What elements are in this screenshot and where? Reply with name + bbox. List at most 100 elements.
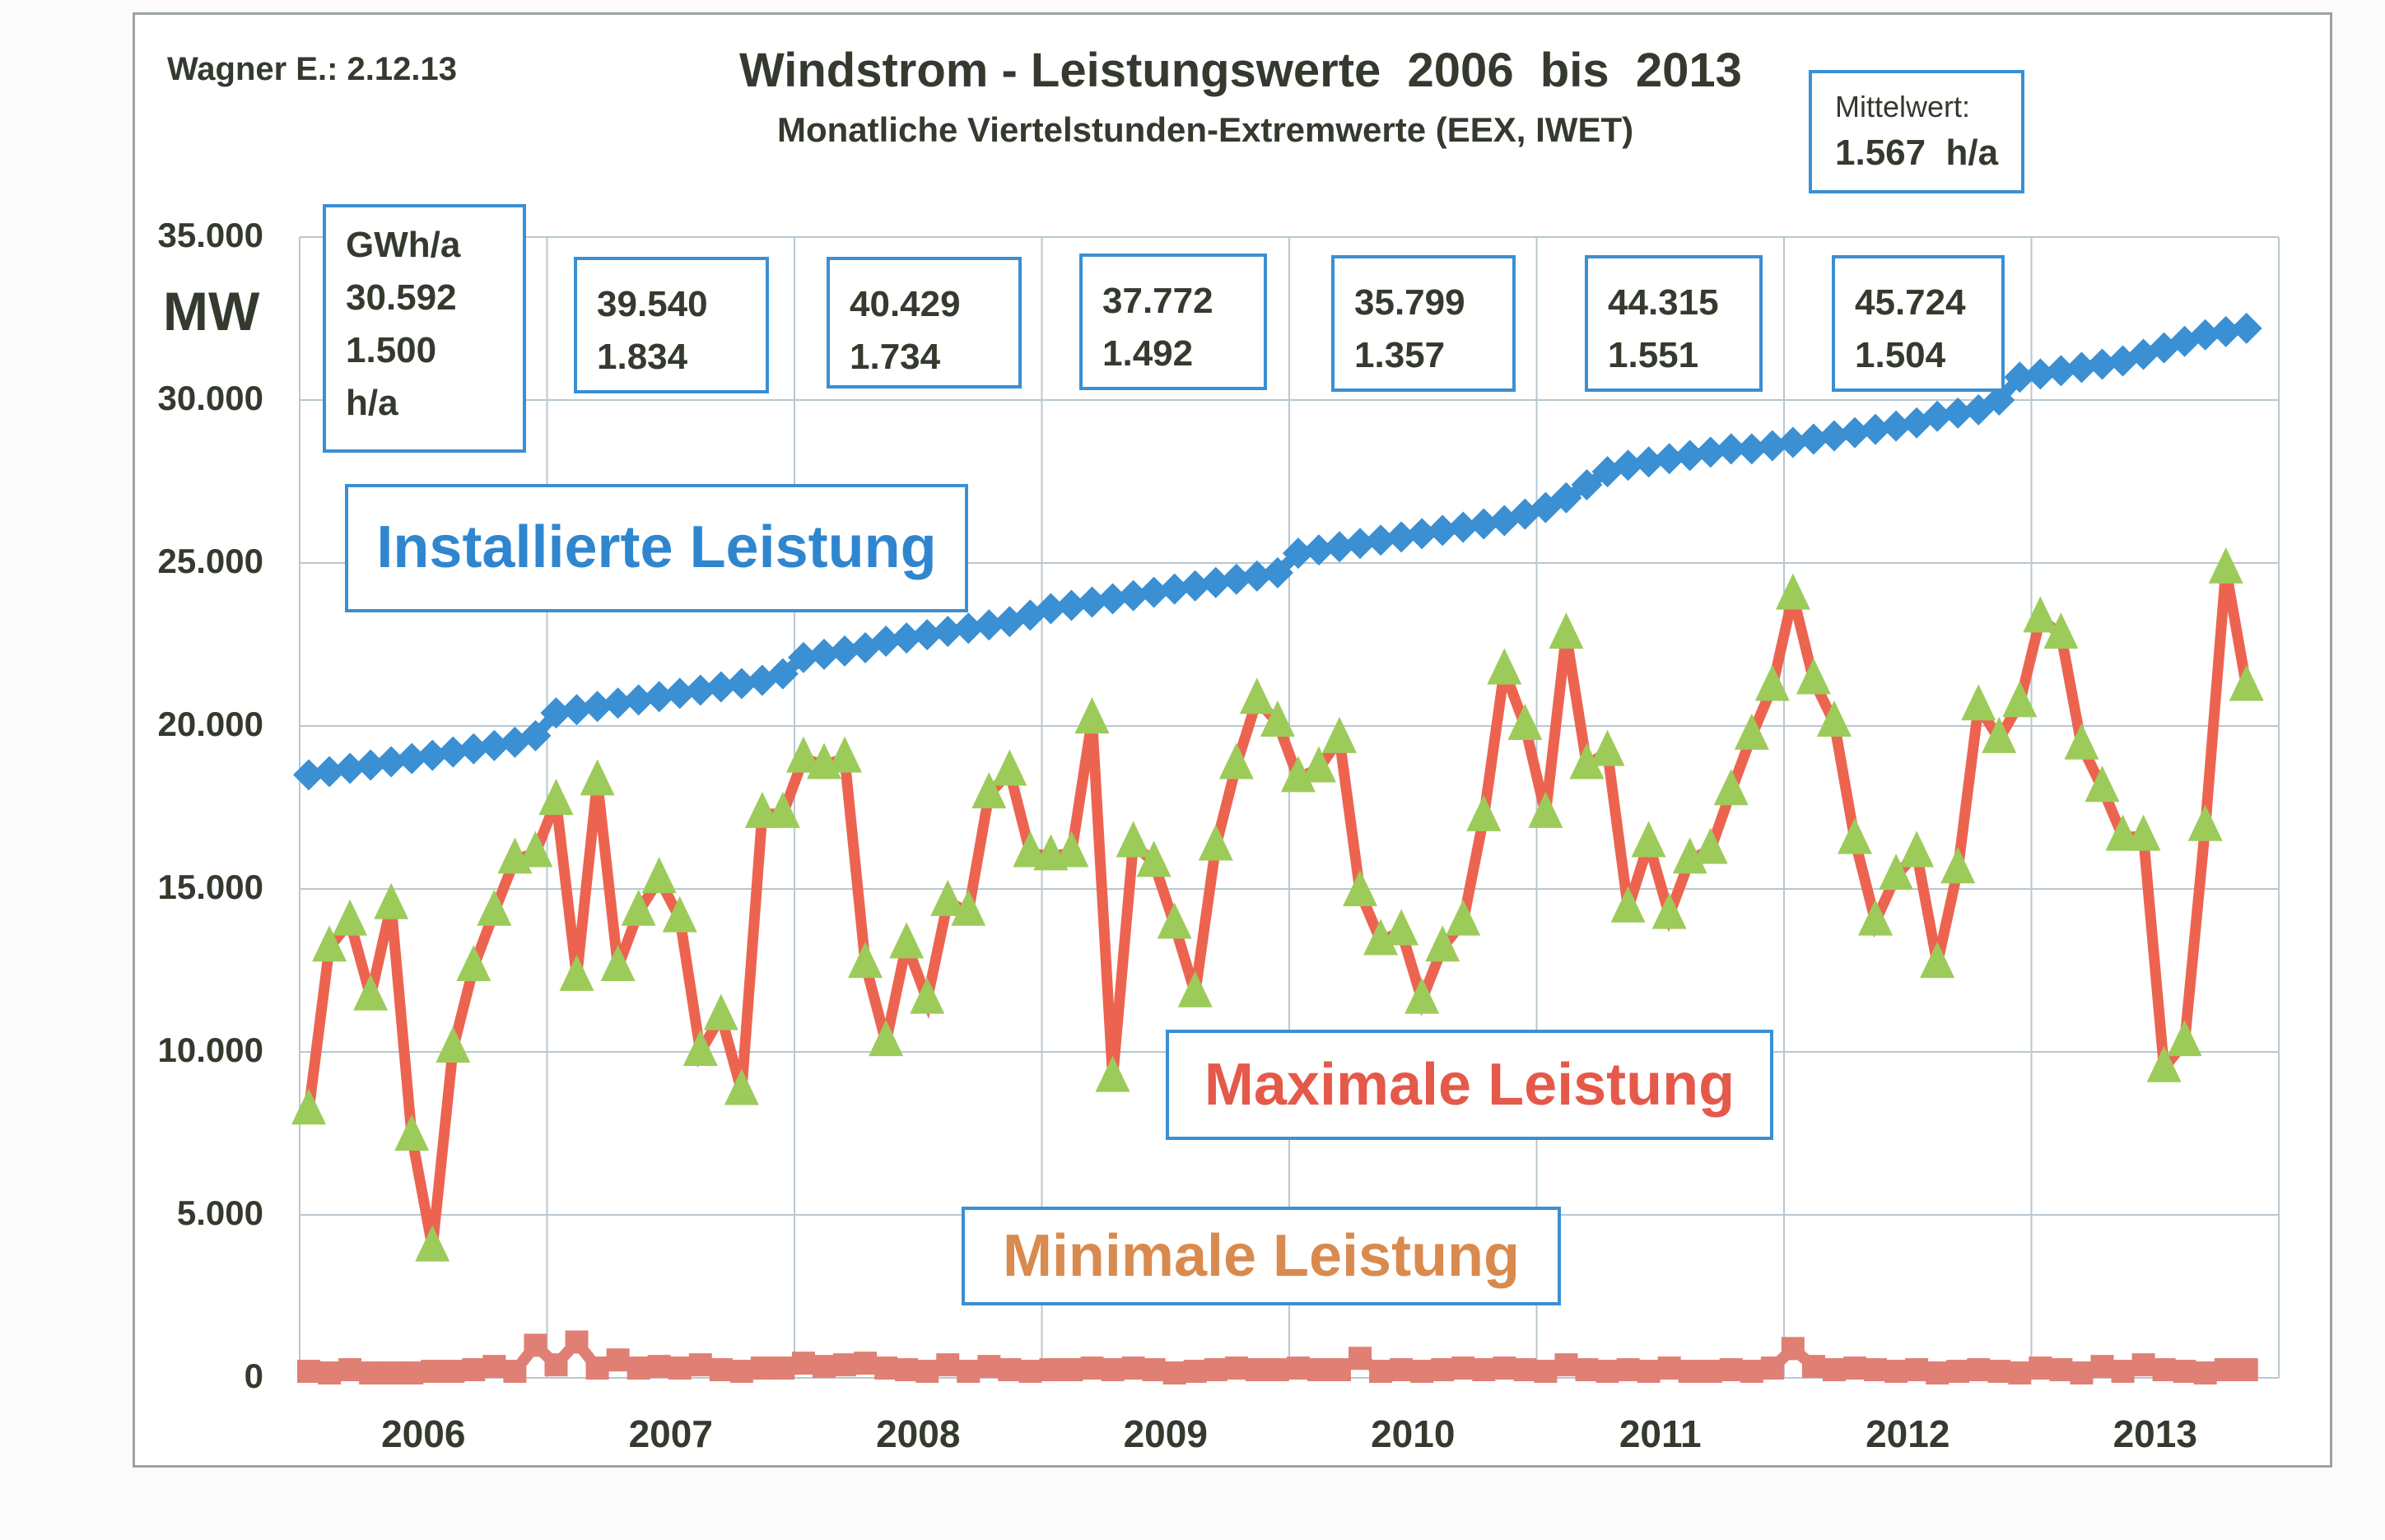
- installed-marker: [1406, 518, 1438, 550]
- year-box-hours: 1.500: [346, 330, 437, 370]
- max-marker: [848, 942, 883, 979]
- min-marker: [833, 1353, 857, 1377]
- x-tick-label: 2008: [876, 1412, 961, 1455]
- year-box-hours: 1.492: [1102, 333, 1194, 374]
- y-tick-label: 30.000: [157, 379, 263, 417]
- min-marker: [1472, 1358, 1496, 1382]
- max-marker: [1734, 713, 1769, 750]
- installed-marker: [1117, 579, 1149, 612]
- max-marker: [436, 1026, 471, 1063]
- installed-marker: [808, 638, 840, 670]
- max-marker: [1754, 664, 1790, 701]
- max-marker: [2023, 596, 2058, 633]
- installed-marker: [1756, 430, 1788, 462]
- max-marker: [1672, 837, 1707, 874]
- installed-marker: [2045, 355, 2077, 387]
- installed-marker: [643, 681, 675, 713]
- min-marker: [729, 1360, 753, 1384]
- max-marker: [1528, 791, 1563, 828]
- installed-marker: [664, 677, 696, 710]
- year-box-hours: 1.504: [1855, 335, 1946, 375]
- min-marker: [2193, 1361, 2217, 1385]
- min-marker: [606, 1348, 630, 1372]
- year-box-energy: 35.799: [1354, 282, 1465, 323]
- installed-marker: [1715, 433, 1747, 465]
- installed-marker: [355, 749, 387, 781]
- max-marker: [1136, 840, 1172, 877]
- installed-marker: [293, 759, 324, 791]
- min-marker: [2070, 1361, 2094, 1385]
- author-note: Wagner E.: 2.12.13: [167, 51, 457, 87]
- max-marker: [2187, 804, 2223, 841]
- installed-marker: [1241, 560, 1273, 592]
- min-marker: [668, 1356, 692, 1380]
- min-marker: [1843, 1356, 1866, 1380]
- installed-marker: [1386, 521, 1418, 553]
- max-marker: [456, 945, 491, 982]
- chart-title: Windstrom - Leistungswerte 2006 bis 2013: [739, 44, 1742, 97]
- max-marker: [2146, 1045, 2182, 1082]
- installed-marker: [1777, 426, 1809, 458]
- installed-marker: [2230, 312, 2262, 344]
- installed-marker: [1179, 570, 1211, 602]
- year-box-2007: 39.540 1.834: [574, 257, 769, 393]
- min-marker: [400, 1361, 424, 1385]
- max-marker: [1920, 942, 1955, 979]
- y-tick-label: 35.000: [157, 216, 263, 254]
- min-marker: [1864, 1358, 1888, 1382]
- max-marker: [1879, 854, 1914, 891]
- y-tick-label: 15.000: [157, 868, 263, 906]
- installed-marker: [2086, 348, 2118, 380]
- installed-marker: [334, 752, 366, 784]
- installed-marker: [1653, 443, 1685, 475]
- max-marker: [1218, 742, 1254, 779]
- max-marker: [1899, 830, 1935, 868]
- max-marker: [827, 736, 863, 773]
- max-marker: [1982, 716, 2017, 753]
- min-marker: [2090, 1355, 2114, 1379]
- min-marker: [1451, 1356, 1475, 1380]
- max-marker: [992, 749, 1027, 786]
- min-marker: [421, 1360, 445, 1384]
- x-tick-label: 2006: [381, 1412, 466, 1455]
- installed-marker: [1261, 556, 1293, 589]
- installed-marker: [1818, 420, 1850, 452]
- max-marker: [1713, 769, 1749, 806]
- min-marker: [1286, 1356, 1310, 1380]
- max-marker: [477, 889, 512, 926]
- max-marker: [785, 736, 821, 773]
- year-box-hours-unit: h/a: [346, 383, 398, 423]
- max-marker: [1816, 700, 1852, 737]
- max-marker: [621, 889, 656, 926]
- chart-subtitle: Monatliche Viertelstunden-Extremwerte (E…: [777, 110, 1634, 149]
- year-box-energy: 40.429: [850, 284, 961, 324]
- installed-marker: [1076, 586, 1108, 618]
- min-marker: [2214, 1358, 2238, 1382]
- max-marker: [2229, 664, 2264, 701]
- installed-marker: [787, 641, 819, 673]
- min-marker: [441, 1360, 465, 1384]
- min-marker: [977, 1355, 1001, 1379]
- installed-marker: [1468, 508, 1500, 540]
- max-marker: [724, 1068, 759, 1105]
- installed-marker: [2024, 358, 2057, 390]
- installed-marker: [1158, 573, 1190, 605]
- installed-marker: [1860, 413, 1892, 445]
- installed-marker: [1694, 436, 1726, 468]
- installed-marker: [1674, 440, 1706, 472]
- max-marker: [930, 879, 966, 916]
- year-box-hours: 1.834: [597, 337, 688, 377]
- installed-marker: [1942, 397, 1974, 429]
- min-marker: [1101, 1358, 1125, 1382]
- installed-marker: [314, 756, 346, 788]
- max-marker: [1446, 899, 1481, 936]
- min-marker: [1121, 1356, 1145, 1380]
- min-marker: [1698, 1360, 1722, 1384]
- min-marker: [895, 1358, 919, 1382]
- max-marker: [2167, 1020, 2202, 1057]
- installed-marker: [1550, 482, 1582, 514]
- year-box-hours: 1.357: [1354, 335, 1446, 375]
- installed-marker: [1880, 410, 1912, 442]
- installed-marker: [1797, 423, 1829, 455]
